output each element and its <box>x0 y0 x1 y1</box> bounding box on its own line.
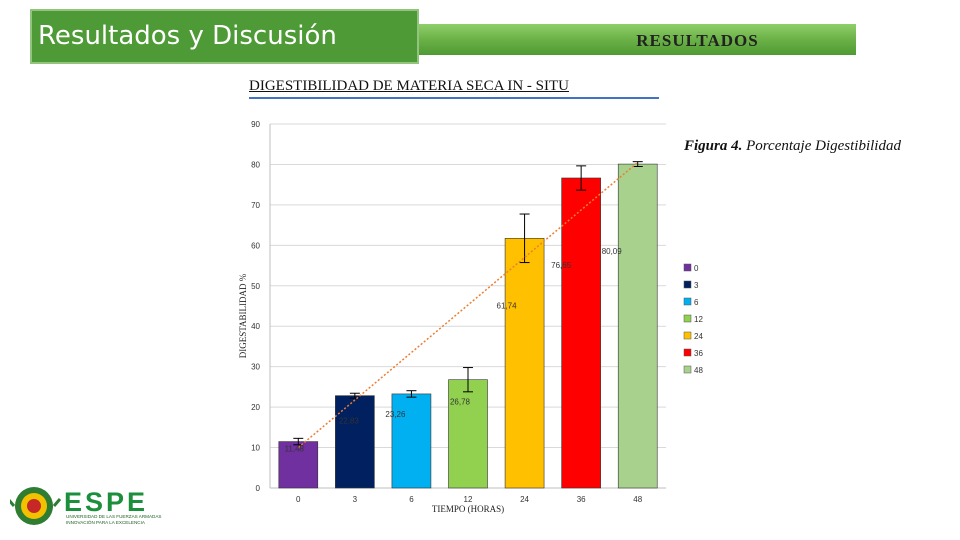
bar <box>278 441 319 489</box>
data-label: 80,09 <box>602 247 623 256</box>
espe-logo: ESPE UNIVERSIDAD DE LAS FUERZAS ARMADAS … <box>10 487 161 525</box>
legend-swatch <box>683 314 692 323</box>
data-label: 22,83 <box>339 417 360 426</box>
university-seal-icon <box>10 487 62 525</box>
data-label: 11,48 <box>285 445 305 454</box>
x-tick-label: 36 <box>577 495 586 504</box>
caption-number: Figura 4. <box>684 138 743 154</box>
data-label: 26,78 <box>450 398 471 407</box>
x-tick-label: 3 <box>353 495 358 504</box>
legend-swatch <box>683 365 692 374</box>
y-axis-title: DIGESTABILIDAD % <box>238 273 248 358</box>
caption-text: Porcentaje Digestibilidad <box>742 138 901 154</box>
y-tick-label: 30 <box>251 363 260 372</box>
bar <box>335 395 375 489</box>
figure-caption: Figura 4. Porcentaje Digestibilidad <box>684 138 901 155</box>
section-label: RESULTADOS <box>636 31 759 50</box>
x-tick-label: 0 <box>296 495 301 504</box>
digestibility-bar-chart: 010203040506070809011,4822,8323,2626,786… <box>238 120 703 514</box>
logo-line-1: UNIVERSIDAD DE LAS FUERZAS ARMADAS <box>66 514 161 519</box>
legend-label: 36 <box>694 349 703 358</box>
trendline <box>297 161 639 449</box>
section-banner: RESULTADOS <box>419 24 856 55</box>
legend-swatch <box>683 297 692 306</box>
y-tick-label: 90 <box>251 120 260 129</box>
legend-label: 48 <box>694 366 703 375</box>
bar <box>617 163 658 489</box>
data-label: 23,26 <box>385 410 406 419</box>
x-tick-label: 6 <box>409 495 414 504</box>
y-tick-label: 0 <box>256 484 261 493</box>
heading-divider <box>249 97 659 99</box>
legend-label: 6 <box>694 298 699 307</box>
bar <box>504 237 545 489</box>
data-label: 76,65 <box>551 261 572 270</box>
y-tick-label: 80 <box>251 160 260 169</box>
bar <box>391 393 432 489</box>
chart-heading: DIGESTIBILIDAD DE MATERIA SECA IN - SITU <box>249 78 569 94</box>
y-tick-label: 50 <box>251 282 260 291</box>
legend-label: 0 <box>694 264 699 273</box>
logo-line-2: INNOVACIÓN PARA LA EXCELENCIA <box>66 519 146 525</box>
legend-label: 12 <box>694 315 703 324</box>
bar <box>448 379 488 489</box>
legend-swatch <box>683 280 692 289</box>
slide-title: Resultados y Discusión <box>30 9 419 64</box>
legend-swatch <box>683 263 692 272</box>
x-tick-label: 24 <box>520 495 529 504</box>
legend-label: 3 <box>694 281 699 290</box>
legend-swatch <box>683 331 692 340</box>
x-tick-label: 48 <box>633 495 642 504</box>
legend-swatch <box>683 348 692 357</box>
legend-label: 24 <box>694 332 703 341</box>
y-tick-label: 70 <box>251 201 260 210</box>
bar <box>561 177 601 489</box>
data-label: 61,74 <box>497 301 518 310</box>
x-axis-title: TIEMPO (HORAS) <box>432 504 504 514</box>
y-tick-label: 40 <box>251 322 260 331</box>
y-tick-label: 10 <box>251 444 260 453</box>
y-tick-label: 20 <box>251 403 260 412</box>
y-tick-label: 60 <box>251 241 260 250</box>
logo-wordmark: ESPE <box>64 487 148 517</box>
x-tick-label: 12 <box>464 495 473 504</box>
